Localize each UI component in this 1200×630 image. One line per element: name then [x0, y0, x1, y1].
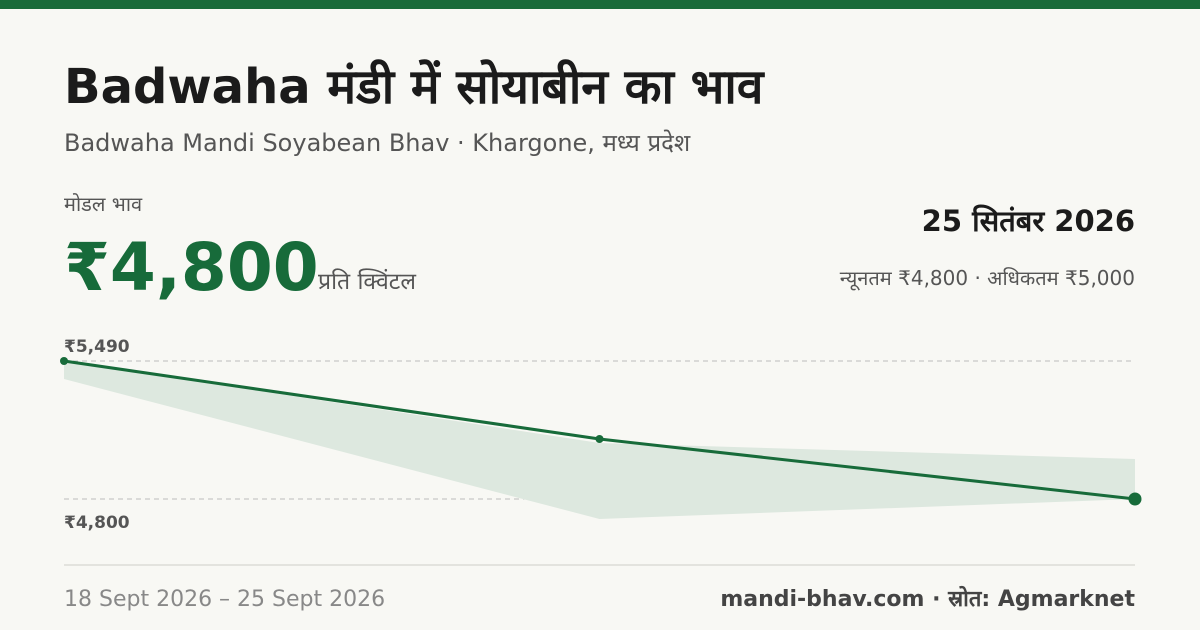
top-bar	[0, 0, 1200, 9]
price-label: मोडल भाव	[64, 192, 143, 216]
min-max: न्यूनतम ₹4,800 · अधिकतम ₹5,000	[840, 266, 1135, 291]
source: mandi-bhav.com · स्रोत: Agmarknet	[720, 585, 1135, 612]
point	[60, 357, 68, 365]
y-tick-label: ₹5,490	[64, 337, 130, 357]
point	[595, 435, 604, 443]
title: Badwaha मंडी में सोयाबीन का भाव	[64, 59, 766, 115]
price-unit: प्रति क्विंटल	[318, 268, 416, 295]
point	[1128, 492, 1142, 506]
date: 25 सितंबर 2026	[922, 204, 1135, 238]
price: ₹4,800	[64, 229, 319, 306]
subtitle: Badwaha Mandi Soyabean Bhav · Khargone, …	[64, 129, 691, 157]
period: 18 Sept 2026 – 25 Sept 2026	[64, 587, 385, 612]
range-band	[64, 361, 1135, 519]
y-tick-label: ₹4,800	[64, 513, 130, 533]
